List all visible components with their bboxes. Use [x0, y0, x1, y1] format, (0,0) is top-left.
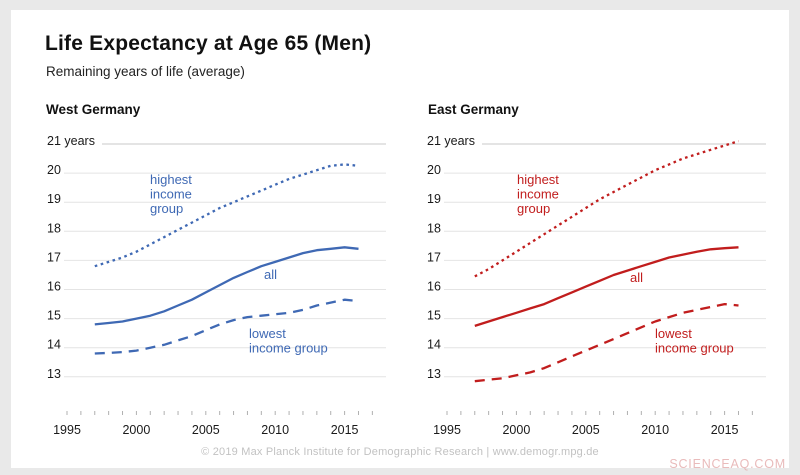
y-axis-label: 18 [427, 221, 441, 235]
series-label: income group [655, 341, 734, 356]
series-line-dotted [474, 140, 739, 278]
series-line-solid [94, 246, 359, 326]
x-axis-label: 2010 [641, 423, 669, 437]
west-germany-chart: 21 years 20 19 18 17 16 15 14 13 1995 2000 2005 2010… [47, 134, 386, 437]
y-axis-label: 20 [47, 163, 61, 177]
y-axis-label: 19 [47, 192, 61, 206]
y-axis-label: 21 years [47, 134, 95, 148]
series-label: highest [517, 172, 559, 187]
x-axis-label: 2005 [572, 423, 600, 437]
x-axis-label: 2010 [261, 423, 289, 437]
x-axis-label: 2000 [502, 423, 530, 437]
y-axis-label: 15 [47, 309, 61, 323]
chart-title: Life Expectancy at Age 65 (Men) [45, 32, 372, 55]
y-axis-label: 13 [47, 367, 61, 381]
x-axis-label: 2000 [122, 423, 150, 437]
chart-subtitle: Remaining years of life (average) [46, 64, 245, 79]
series-label: lowest [249, 326, 286, 341]
panel-title-west-germany: West Germany [46, 102, 141, 117]
x-axis-label: 2015 [331, 423, 359, 437]
east-germany-chart: 21 years 20 19 18 17 16 15 14 13 1995 2000 2005 2010… [427, 134, 766, 437]
series-label: income [517, 187, 559, 202]
series-label: lowest [655, 326, 692, 341]
y-axis-label: 21 years [427, 134, 475, 148]
series-line-dashed [474, 302, 739, 383]
y-axis-label: 17 [47, 250, 61, 264]
y-axis-label: 19 [427, 192, 441, 206]
y-axis-label: 14 [47, 338, 61, 352]
chart-card: Life Expectancy at Age 65 (Men) Remainin… [11, 10, 789, 468]
series-line-solid [474, 246, 739, 327]
series-label: all [630, 270, 643, 285]
x-axis-label: 2015 [711, 423, 739, 437]
series-label: group [517, 201, 550, 216]
series-label: group [150, 201, 183, 216]
x-axis-label: 1995 [433, 423, 461, 437]
series-line-dashed [94, 298, 359, 355]
series-label: all [264, 267, 277, 282]
panel-title-east-germany: East Germany [428, 102, 519, 117]
x-axis-label: 1995 [53, 423, 81, 437]
y-axis-label: 14 [427, 338, 441, 352]
watermark: SCIENCEAQ.COM [669, 457, 786, 471]
y-axis-label: 20 [427, 163, 441, 177]
y-axis-label: 15 [427, 309, 441, 323]
y-axis-label: 17 [427, 250, 441, 264]
series-label: highest [150, 172, 192, 187]
y-axis-label: 16 [427, 280, 441, 294]
series-label: income [150, 187, 192, 202]
y-axis-label: 18 [47, 221, 61, 235]
x-axis-label: 2005 [192, 423, 220, 437]
series-label: income group [249, 341, 328, 356]
y-axis-label: 16 [47, 280, 61, 294]
copyright-footer: © 2019 Max Planck Institute for Demograp… [201, 446, 599, 458]
y-axis-label: 13 [427, 367, 441, 381]
